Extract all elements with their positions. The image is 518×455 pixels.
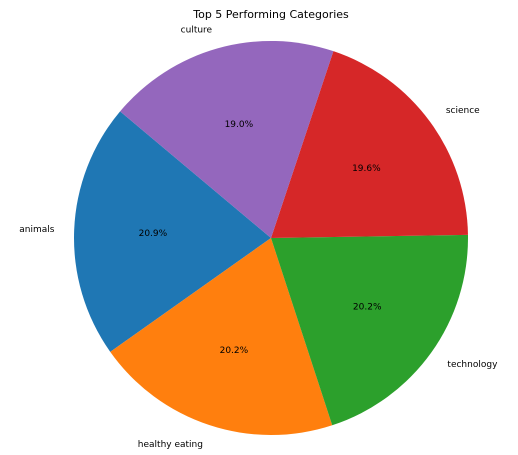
category-label: technology	[447, 360, 498, 370]
pie-slice-animals	[73, 111, 272, 352]
pie-slice-healthy-eating	[110, 238, 333, 435]
pie-slice-science	[271, 51, 468, 238]
category-label: science	[446, 106, 480, 116]
chart-title: Top 5 Performing Categories	[192, 8, 349, 21]
pct-label: 19.0%	[225, 120, 254, 130]
pie-slice-technology	[271, 234, 468, 426]
pct-label: 20.9%	[139, 229, 168, 239]
category-label: healthy eating	[138, 440, 203, 450]
pct-label: 20.2%	[220, 346, 249, 356]
pct-label: 19.6%	[352, 164, 381, 174]
category-label: culture	[181, 25, 213, 35]
pie-slice-culture	[120, 40, 334, 238]
category-label: animals	[19, 225, 55, 235]
pct-label: 20.2%	[353, 303, 382, 313]
pie-slices	[73, 40, 468, 435]
pie-labels: 20.9% animals 20.2% healthy eating 20.2% tech…	[19, 25, 498, 449]
